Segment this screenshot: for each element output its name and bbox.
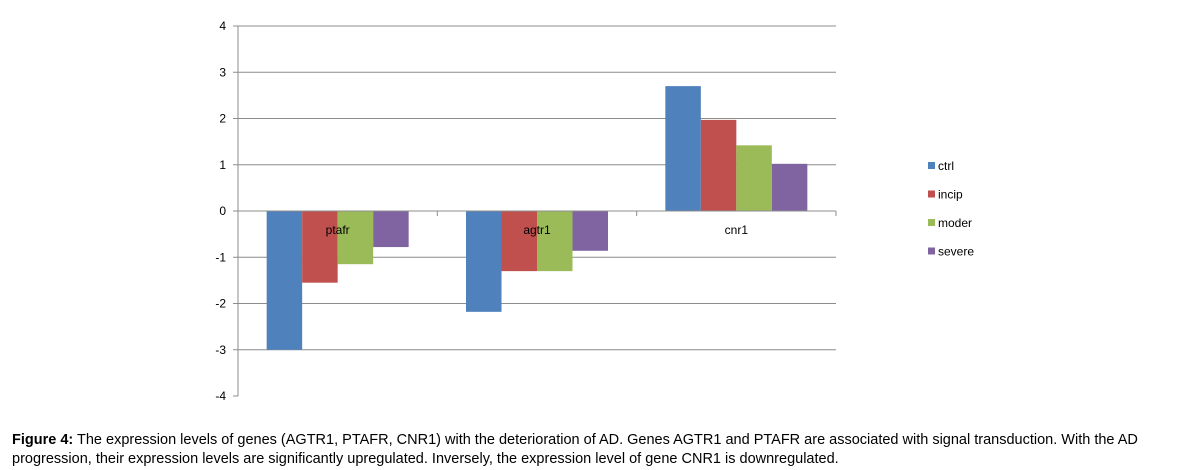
caption-prefix: Figure 4:: [12, 431, 74, 448]
category-label-ptafr: ptafr: [326, 223, 350, 237]
bar-chart: -4 -3 -2 -1 0 1 2 3 4 ptafr agtr1 cnr1 ctrl incip mode…: [215, 19, 974, 403]
bar-ctrl-agtr1: [466, 211, 502, 312]
figure-caption: Figure 4: The expression levels of genes…: [12, 431, 1182, 469]
legend-swatch-ctrl: [928, 162, 935, 169]
legend-label-severe: severe: [938, 245, 974, 259]
legend-swatch-moder: [928, 219, 935, 226]
bar-moder-cnr1: [736, 145, 772, 211]
y-tick-label: 1: [219, 158, 226, 172]
y-tick-label: -3: [215, 343, 226, 357]
y-tick-label: 2: [219, 112, 226, 126]
y-tick-label: -1: [215, 250, 226, 264]
caption-text: The expression levels of genes (AGTR1, P…: [12, 431, 1138, 467]
legend-label-moder: moder: [938, 216, 972, 230]
bar-moder-ptafr: [337, 211, 374, 265]
bar-severe-cnr1: [771, 163, 808, 211]
bar-ctrl-ptafr: [266, 211, 303, 350]
y-tick-label: 4: [219, 19, 226, 33]
bar-incip-agtr1: [501, 211, 537, 272]
bar-incip-cnr1: [700, 119, 737, 211]
y-tick-label: -4: [215, 389, 226, 403]
legend-label-ctrl: ctrl: [938, 159, 954, 173]
legend-label-incip: incip: [938, 188, 963, 202]
y-tick-label: -2: [215, 297, 226, 311]
bar-moder-agtr1: [537, 211, 573, 272]
y-tick-label: 3: [219, 65, 226, 79]
y-tick-label: 0: [219, 204, 226, 218]
legend-swatch-severe: [928, 247, 935, 255]
legend-swatch-incip: [928, 190, 935, 198]
bar-severe-ptafr: [373, 211, 409, 248]
bar-severe-agtr1: [572, 211, 608, 251]
category-label-cnr1: cnr1: [725, 223, 749, 237]
chart-area: -4 -3 -2 -1 0 1 2 3 4 ptafr agtr1 cnr1 ctrl incip mode…: [215, 19, 974, 403]
bar-ctrl-cnr1: [665, 86, 701, 211]
bar-incip-ptafr: [302, 211, 338, 283]
category-label-agtr1: agtr1: [523, 223, 551, 237]
